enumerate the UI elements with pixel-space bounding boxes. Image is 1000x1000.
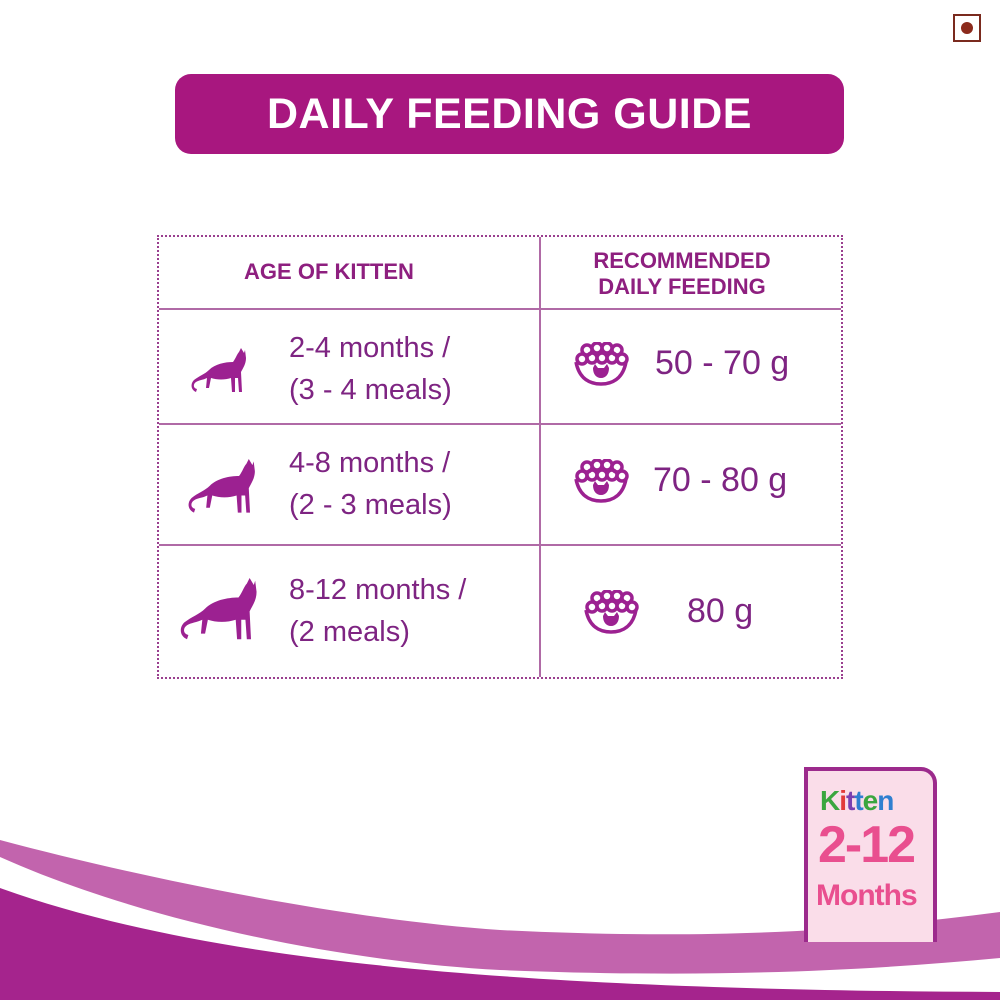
- header-feeding: RECOMMENDED DAILY FEEDING: [541, 248, 823, 300]
- feeding-cell: 50 - 70 g: [541, 310, 841, 423]
- badge-age-range: 2-12: [818, 816, 916, 874]
- food-bowl-icon: [574, 342, 629, 386]
- feeding-cell: 80 g: [541, 546, 841, 679]
- feeding-cell: 70 - 80 g: [541, 425, 841, 544]
- badge-months-label: Months: [816, 879, 918, 912]
- meal-count: (3 - 4 meals): [289, 374, 452, 406]
- food-bowl-icon: [584, 590, 639, 634]
- meal-count: (2 - 3 meals): [289, 489, 452, 521]
- cat-medium-icon: [188, 459, 255, 513]
- food-type-dot-icon: [961, 22, 973, 34]
- age-cell: 8-12 months / (2 meals): [159, 546, 539, 679]
- table-row: 4-8 months / (2 - 3 meals) 70 - 80 g: [159, 423, 841, 544]
- meal-count: (2 meals): [289, 616, 410, 648]
- age-range: 2-4 months /: [289, 332, 451, 364]
- header-feeding-line2: DAILY FEEDING: [598, 274, 766, 299]
- feeding-table: AGE OF KITTEN RECOMMENDED DAILY FEEDING …: [157, 235, 843, 679]
- table-header-row: AGE OF KITTEN RECOMMENDED DAILY FEEDING: [159, 237, 841, 309]
- badge-letter: t: [854, 785, 863, 816]
- header-feeding-line1: RECOMMENDED: [593, 248, 771, 273]
- badge-kitten-label: Kitten: [820, 785, 894, 817]
- age-cell: 2-4 months / (3 - 4 meals): [159, 310, 539, 423]
- badge-letter: t: [846, 785, 855, 816]
- food-bowl-icon: [574, 459, 629, 503]
- age-range: 4-8 months /: [289, 447, 451, 479]
- kitten-age-badge: Kitten 2-12 Months: [804, 767, 937, 942]
- table-row: 8-12 months / (2 meals) 80 g: [159, 544, 841, 679]
- age-range: 8-12 months /: [289, 574, 467, 606]
- feeding-amount: 50 - 70 g: [655, 344, 790, 382]
- age-cell: 4-8 months / (2 - 3 meals): [159, 425, 539, 544]
- header-age: AGE OF KITTEN: [244, 259, 414, 284]
- table-row: 2-4 months / (3 - 4 meals) 50 - 70 g: [159, 308, 841, 423]
- title-banner: DAILY FEEDING GUIDE: [175, 74, 844, 154]
- page-title: DAILY FEEDING GUIDE: [267, 89, 752, 138]
- feeding-amount: 70 - 80 g: [653, 461, 788, 499]
- food-type-mark: [953, 14, 981, 42]
- badge-letter: e: [862, 785, 879, 816]
- cat-small-icon: [191, 348, 246, 392]
- column-divider: [539, 237, 541, 677]
- badge-letter: i: [839, 785, 847, 816]
- badge-letter: K: [820, 785, 840, 816]
- cat-large-icon: [180, 578, 257, 640]
- badge-letter: n: [877, 785, 894, 816]
- feeding-amount: 80 g: [687, 592, 754, 630]
